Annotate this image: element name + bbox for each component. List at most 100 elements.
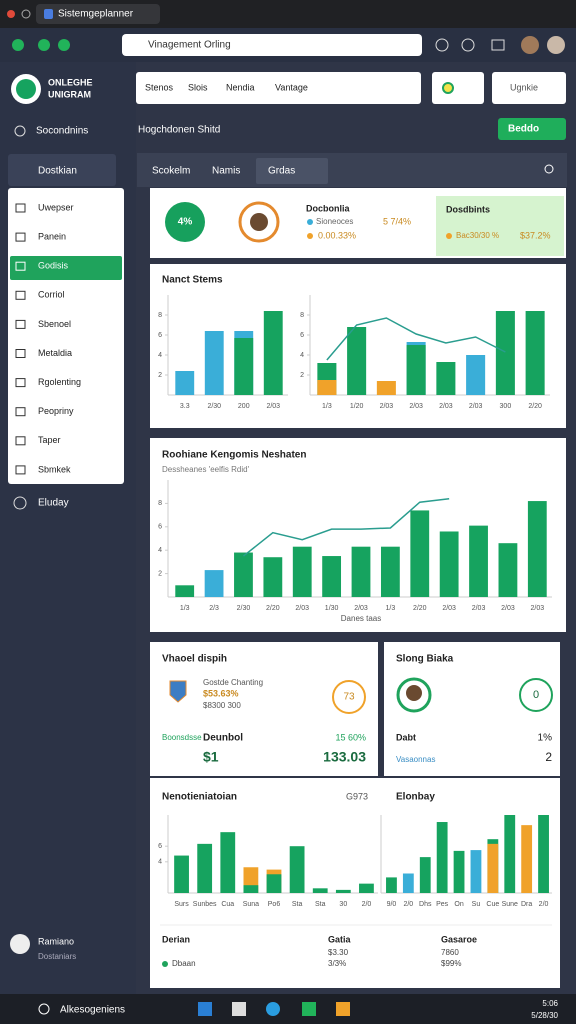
status-box[interactable] [432,72,484,104]
x-tick-label: 2/03 [501,605,515,612]
menu-icon [15,290,26,300]
x-tick-label: Sune [502,901,518,908]
row-label: Boonsdsse [162,733,202,742]
highlight-label: Bac30/30 % [456,231,499,240]
menu-item[interactable]: Metaldia [38,348,72,358]
nav-icon[interactable] [58,39,70,51]
row-label: Dabt [396,732,416,742]
bar [436,822,448,893]
row-value: 15 60% [335,732,366,742]
window-dot[interactable] [7,10,15,18]
menu-section[interactable] [8,154,116,186]
subtab[interactable]: Scokelm [152,166,190,177]
x-tick-label: 200 [238,403,250,410]
bar [495,311,515,395]
toolbar-icon[interactable] [461,38,475,52]
bar [175,585,195,597]
x-tick-label: Cua [221,901,234,908]
table-cell: $3.30 [328,948,349,957]
app-icon[interactable] [302,1002,316,1016]
card-note: G973 [346,791,368,801]
menu-item[interactable]: Corriol [38,290,65,300]
legend-dot [307,233,313,239]
app-icon[interactable] [336,1002,350,1016]
bar [317,380,337,395]
menu-icon [13,496,27,510]
search-icon[interactable] [38,1003,50,1015]
bar [439,531,459,597]
top-tab[interactable]: Stenos [145,82,174,92]
bar [525,311,545,395]
brand: ONLEGHE [48,77,93,87]
nav-icon[interactable] [12,39,24,51]
menu-item[interactable]: Sbmkek [38,464,71,474]
bar [466,355,486,395]
menu-item[interactable]: Taper [38,435,61,445]
menu-item[interactable]: Panein [38,231,66,241]
menu-item[interactable]: Uwepser [38,202,74,212]
url-text: Vinagement Orling [148,40,231,51]
taskbar [0,994,576,1024]
vessel-card [150,642,378,776]
top-tab[interactable]: Slois [188,82,208,92]
y-tick-label: 4 [158,547,162,554]
action-button[interactable] [498,118,566,140]
x-tick-label: 2/03 [380,403,394,410]
subtab[interactable]: Namis [212,166,240,177]
y-tick-label: 4 [158,859,162,866]
bar [504,815,516,893]
bar [406,345,426,395]
user-avatar[interactable] [10,934,30,954]
menu-item[interactable]: Godisis [38,261,69,271]
taskbar-search[interactable]: Alkesogeniens [60,1005,125,1016]
search-icon[interactable] [544,164,554,174]
browser-tab[interactable] [36,4,160,24]
toolbar-icon[interactable] [491,39,505,51]
menu-item[interactable]: Peopriny [38,406,74,416]
y-tick-label: 6 [158,332,162,339]
top-tab[interactable]: Nendia [226,82,255,92]
bar [266,874,282,893]
clock: 5:06 [542,999,558,1008]
shield-icon [169,680,187,703]
bar [527,501,547,597]
table-header: Gasaroe [441,934,477,944]
app-icon[interactable] [232,1002,246,1016]
bar [312,888,328,893]
bar [498,543,518,597]
table-cell: 7860 [441,948,459,957]
button-label[interactable]: Beddo [508,124,539,135]
top-tab[interactable]: Vantage [275,82,308,92]
bar [263,311,283,395]
window-dot[interactable] [21,9,31,19]
app-icon[interactable] [266,1002,280,1016]
brand: UNIGRAM [48,89,91,99]
menu-active[interactable] [10,256,122,280]
table-cell: $99% [441,959,461,968]
profile-avatar[interactable] [521,36,539,54]
x-tick-label: 2/30 [207,403,221,410]
y-tick-label: 6 [300,332,304,339]
menu-item[interactable]: Socondnins [36,126,88,137]
bar [419,857,431,893]
search-box[interactable] [492,72,566,104]
bar [469,525,488,597]
menu-icon [15,203,26,213]
y-tick-label: 2 [158,570,162,577]
subtab[interactable]: Grdas [268,166,295,177]
menu-item[interactable]: Dostkian [38,166,77,177]
app-icon[interactable] [198,1002,212,1016]
card-title: Nanct Stems [162,275,223,286]
nav-icon[interactable] [38,39,50,51]
subtab-active[interactable] [256,158,328,184]
url-box[interactable] [122,34,422,56]
x-axis-label: Danes taas [341,614,381,623]
menu-item[interactable]: Eluday [38,498,69,509]
highlight-box [436,196,564,256]
menu-item[interactable]: Rgolenting [38,377,81,387]
menu-item[interactable]: Sbenoel [38,319,71,329]
menu-icon [14,125,26,137]
toolbar-icon[interactable] [435,38,449,52]
profile-avatar[interactable] [547,36,565,54]
